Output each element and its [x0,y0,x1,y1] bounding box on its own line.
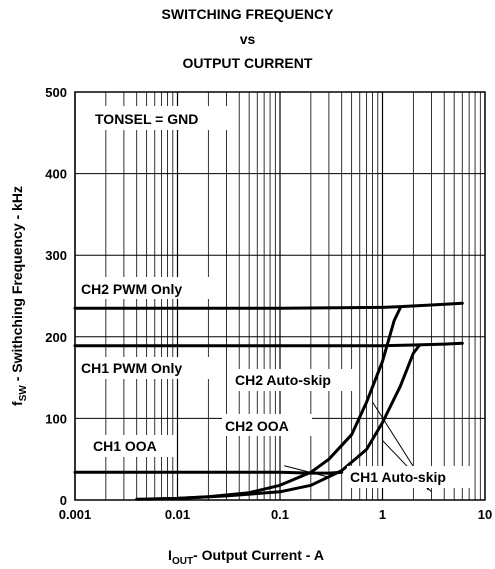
y-tick-label: 300 [45,248,67,263]
annotation-layer: TONSEL = GND CH2 PWM Only CH1 PWM Only C… [78,106,473,488]
annotation-ch2-pwm: CH2 PWM Only [81,281,182,297]
x-axis-title-main: I [168,547,172,563]
series-layer [73,301,464,501]
series-line-ch1-pwm-only [73,341,464,348]
annotation-ch1-ooa: CH1 OOA [93,438,157,454]
x-tick-label: 0.001 [59,507,92,522]
y-tick-label: 0 [60,493,67,508]
annotation-ch1-auto: CH1 Auto-skip [350,469,446,485]
series-line-ch1-ooa [73,470,344,475]
x-axis-title-sub: OUT [172,556,193,567]
annotation-tonsel: TONSEL = GND [95,111,198,127]
y-tick-label: 400 [45,167,67,182]
series-line-ch1-auto-skip [145,343,422,501]
annotation-ch2-auto: CH2 Auto-skip [235,372,331,388]
annotation-ch2-ooa-bg [222,414,312,436]
leader-ch2-ooa [284,465,330,478]
y-tick-label: 200 [45,330,67,345]
y-tick-label: 100 [45,411,67,426]
x-tick-label: 0.01 [165,507,190,522]
x-tick-label: 0.1 [271,507,289,522]
annotation-ch2-pwm-bg [78,277,218,299]
y-tick-label: 500 [45,85,67,100]
y-axis-title-sub: SW [18,385,29,402]
x-tick-label: 10 [478,507,492,522]
y-axis-title-main: f [9,401,25,406]
plot-frame [74,91,486,501]
x-axis-title: IOUT- Output Current - A [168,547,324,567]
annotation-ch2-ooa: CH2 OOA [225,418,289,434]
x-tick-label: 1 [379,507,386,522]
annotation-ch2-auto-bg [232,369,356,391]
annotation-ch1-pwm: CH1 PWM Only [81,360,182,376]
annotation-ch1-auto-bg [347,466,473,488]
annotation-tonsel-bg [88,106,228,130]
x-axis-title-rest: - Output Current - A [193,547,324,563]
chart-title-line-2: vs [239,31,256,47]
chart-title-line-1: SWITCHING FREQUENCY [161,6,334,22]
annotation-ch1-ooa-bg [88,435,176,457]
annotation-ch1-pwm-bg [78,357,220,379]
y-axis-title: fSW - Swithching Frequency - kHz [9,186,29,406]
y-axis-title-rest: - Swithching Frequency - kHz [9,186,25,385]
chart-title-line-3: OUTPUT CURRENT [182,55,313,71]
series-line-ch2-pwm-only [73,301,464,310]
